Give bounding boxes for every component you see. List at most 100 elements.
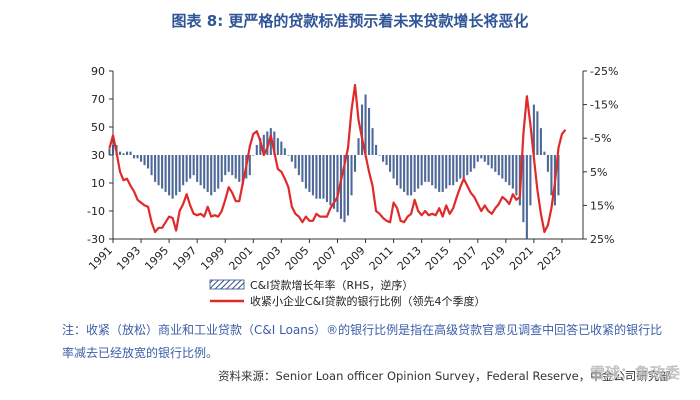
bar xyxy=(259,138,262,155)
x-tick-label: 1991 xyxy=(86,244,115,273)
x-tick-label: 2013 xyxy=(395,244,424,273)
right-tick-label: -15% xyxy=(590,99,618,112)
bar xyxy=(311,155,314,196)
series-line xyxy=(108,83,567,234)
x-tick-label: 2007 xyxy=(311,244,340,273)
bar xyxy=(150,155,153,176)
bar xyxy=(297,155,300,176)
bar xyxy=(434,155,437,189)
bar xyxy=(147,155,150,169)
bar xyxy=(234,155,237,179)
bar xyxy=(392,155,395,179)
left-tick-label: 10 xyxy=(91,177,105,190)
bar xyxy=(262,134,265,155)
chart-title: 图表 8: 更严格的贷款标准预示着未来贷款增长将恶化 xyxy=(171,12,529,30)
bar xyxy=(343,155,346,223)
legend-bar-swatch xyxy=(209,279,245,290)
bar xyxy=(452,155,455,186)
bar xyxy=(515,155,518,196)
bar xyxy=(157,155,160,186)
bar xyxy=(427,155,430,182)
bar xyxy=(143,155,146,166)
bar xyxy=(125,151,129,155)
bar xyxy=(403,155,406,192)
bar xyxy=(494,155,497,172)
bar xyxy=(213,155,216,192)
bar xyxy=(238,155,241,182)
bar xyxy=(322,155,325,199)
x-tick-label: 2005 xyxy=(283,244,312,273)
bar xyxy=(315,155,318,199)
x-tick-label: 1995 xyxy=(142,244,171,273)
bar xyxy=(385,155,388,166)
bar xyxy=(189,155,192,179)
bar xyxy=(445,155,448,189)
bar xyxy=(224,155,227,176)
bar xyxy=(108,148,111,155)
left-tick-label: 30 xyxy=(91,149,105,162)
bar xyxy=(118,151,122,155)
bar xyxy=(462,155,465,179)
bar xyxy=(473,155,476,169)
watermark: 雪球：鲁政委 xyxy=(589,364,680,382)
bar xyxy=(210,155,213,196)
bar xyxy=(192,155,195,176)
x-tick-label: 2017 xyxy=(451,244,480,273)
line-series xyxy=(108,83,567,234)
bar xyxy=(360,104,364,155)
bar-series xyxy=(108,94,560,239)
bar xyxy=(346,155,350,216)
bar xyxy=(532,104,535,155)
source-text: 资料来源：Senior Loan officer Opinion Survey，… xyxy=(218,369,671,383)
bar xyxy=(241,155,244,186)
bar xyxy=(339,155,343,219)
bar xyxy=(480,155,483,159)
bar xyxy=(178,155,181,192)
x-tick-label: 2021 xyxy=(507,244,536,273)
bar xyxy=(136,155,139,159)
bar xyxy=(448,155,451,186)
bar xyxy=(122,153,125,155)
bar xyxy=(543,151,546,155)
bar xyxy=(290,155,293,162)
bar xyxy=(276,138,279,155)
bar xyxy=(308,155,311,192)
bar xyxy=(396,155,399,186)
bar xyxy=(252,155,255,156)
bar xyxy=(546,155,549,172)
bar xyxy=(406,155,409,196)
bar xyxy=(399,155,402,189)
bar xyxy=(273,131,276,155)
bar xyxy=(504,155,507,182)
x-tick-label: 2019 xyxy=(479,244,508,273)
bar xyxy=(466,155,469,176)
bar xyxy=(329,155,332,206)
bar xyxy=(227,155,230,172)
bar xyxy=(220,155,223,182)
bar xyxy=(269,128,272,155)
bar xyxy=(550,155,553,196)
bar xyxy=(539,128,542,155)
bar xyxy=(287,155,290,156)
bar xyxy=(231,155,234,176)
bar xyxy=(438,155,441,192)
bar xyxy=(382,155,385,162)
bar xyxy=(431,155,434,186)
bar xyxy=(508,155,511,186)
bar xyxy=(304,155,307,189)
bar xyxy=(266,131,269,155)
bar xyxy=(161,155,164,189)
bar xyxy=(511,155,514,189)
bar xyxy=(332,155,336,209)
bar xyxy=(206,155,209,192)
bar xyxy=(350,155,353,196)
left-tick-label: 70 xyxy=(91,93,105,106)
x-tick-label: 2023 xyxy=(535,244,564,273)
bar xyxy=(378,155,381,156)
x-tick-label: 1999 xyxy=(198,244,227,273)
x-tick-label: 1997 xyxy=(170,244,199,273)
bar xyxy=(154,155,157,182)
bar xyxy=(196,155,199,182)
bar xyxy=(522,155,525,223)
